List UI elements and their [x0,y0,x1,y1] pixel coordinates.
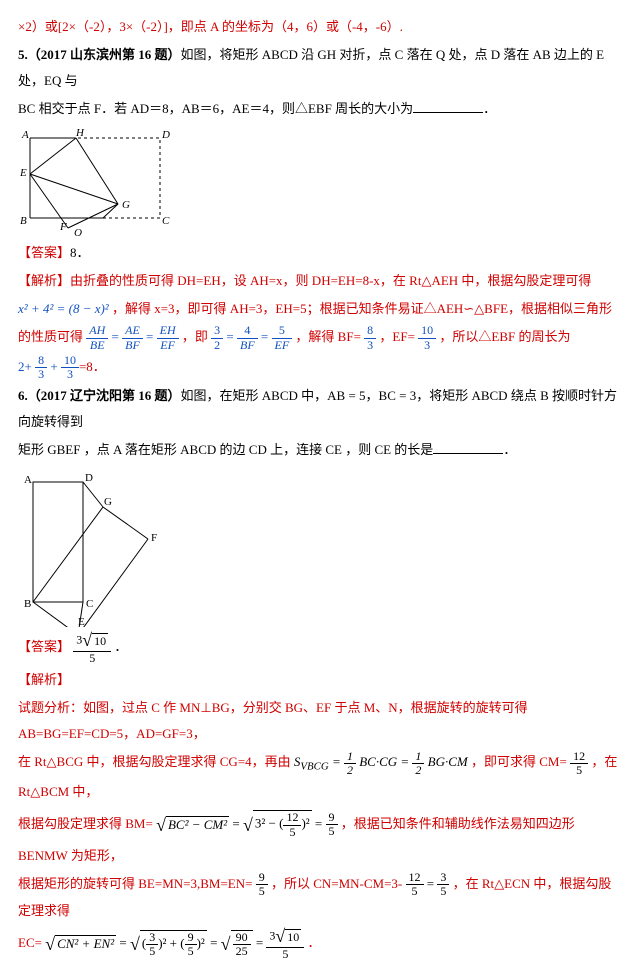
q6-body2: 矩形 GBEF ，点 A 落在矩形 ABCD 的边 CD 上，连接 CE ，则 … [18,442,433,457]
q6-cm: 125 [570,754,588,769]
q5-analysis3: 的性质可得 AHBE = AEBF = EHEF ，即 32 = 4BF = 5… [18,324,622,352]
q6-ana4a: 根据矩形的旋转可得 BE=MN=3,BM=EN= [18,876,252,891]
q6-prefix: 6.（2017 辽宁沈阳第 16 题） [18,388,181,403]
q6-text2: 矩形 GBEF ，点 A 落在矩形 ABCD 的边 CD 上，连接 CE ，则 … [18,437,622,463]
q5-eq1: x² + 4² = (8 − x)² [18,301,109,316]
q6-cn: 125 = 35 [406,876,450,891]
svg-text:G: G [122,199,130,211]
svg-text:C: C [162,215,170,227]
figure-q5: A H D E B F Q G C [18,126,178,236]
q5-text2: BC 相交于点 F．若 AD＝8，AB＝6，AE＝4，则△EBF 周长的大小为 ． [18,96,622,122]
q5-ana3d: ，EF= [379,329,415,344]
svg-text:E: E [78,616,85,627]
q5-bf: 83 [364,329,376,344]
q6-text: 6.（2017 辽宁沈阳第 16 题）如图，在矩形 ABCD 中，AB = 5，… [18,383,622,435]
q5-ana3b: ，即 [182,329,211,344]
q5-analysis2: x² + 4² = (8 − x)² ，解得 x=3，即可得 AH=3，EH=5… [18,296,622,322]
svg-text:Q: Q [74,227,82,236]
q5-ana2a: ，解得 x=3，即可得 AH=3，EH=5；根据已知条件易证△AEH∽△BFE，… [112,301,612,316]
q6-ana2: 在 Rt△BCG 中，根据勾股定理求得 CG=4，再由 SVBCG = 12 B… [18,749,622,804]
prev-line: ×2）或[2×（-2），3×（-2）]，即点 A 的坐标为（4，6）或（-4，-… [18,14,622,40]
svg-text:A: A [24,474,32,486]
q6-ana4: 根据矩形的旋转可得 BE=MN=3,BM=EN= 95 ，所以 CN=MN-CM… [18,871,622,925]
svg-text:D: D [161,129,170,141]
q6-ana3: 根据勾股定理求得 BM= √BC² − CM² = √3² − (125)² =… [18,807,622,869]
q6-95a: 95 [256,876,268,891]
answer-label: 【答案】 [18,245,70,260]
q5-analysis1: 【解析】由折叠的性质可得 DH=EH，设 AH=x，则 DH=EH=8-x，在 … [18,268,622,294]
q6-bm: √BC² − CM² = √3² − (125)² = 95 [156,816,341,831]
q6-ana5: EC= √CN² + EN² = √(35)² + (95)² = √9025 … [18,926,622,962]
q5-body2: BC 相交于点 F．若 AD＝8，AB＝6，AE＝4，则△EBF 周长的大小为 [18,101,413,116]
svg-text:D: D [85,472,93,484]
figure-q6: A D G F B C E E [18,467,168,627]
analysis-label: 【解析】 [18,273,70,288]
q5-ana3e: ，所以△EBF 的周长为 [439,329,570,344]
q6-ana4b: ，所以 CN=MN-CM=3- [271,876,402,891]
svg-text:H: H [75,127,85,139]
q6-ana2a: 在 Rt△BCG 中，根据勾股定理求得 CG=4，再由 [18,754,291,769]
q5-ef: 103 [418,329,436,344]
q5-ana1: 由折叠的性质可得 DH=EH，设 AH=x，则 DH=EH=8-x，在 Rt△A… [70,273,591,288]
q6-answer: 【答案】 3√105 ． [18,631,622,665]
q5-sum: 2+ 83 + 103 [18,359,79,374]
q6-ana5a: EC= [18,935,42,950]
svg-text:G: G [104,496,112,508]
blank [413,99,483,113]
svg-text:E: E [19,167,27,179]
svg-text:F: F [59,221,67,233]
q5-analysis4: 2+ 83 + 103=8． [18,354,622,382]
answer-label2: 【答案】 [18,639,70,654]
svg-text:B: B [24,598,31,610]
blank2 [433,440,503,454]
q6-ana3a: 根据勾股定理求得 BM= [18,816,153,831]
q5-ana3a: 的性质可得 [18,329,83,344]
q6-ana1: 试题分析：如图，过点 C 作 MN⊥BG，分别交 BG、EF 于点 M、N，根据… [18,695,622,747]
q5-ana4: =8． [79,359,106,374]
q5-answer-val: 8． [70,245,90,260]
q5-period: ． [483,101,496,116]
q5-prefix: 5.（2017 山东滨州第 16 题） [18,47,181,62]
q5-answer: 【答案】8． [18,240,622,266]
svg-text:C: C [86,598,93,610]
q6-ec: √CN² + EN² = √(35)² + (95)² = √9025 = 3√… [45,935,307,950]
q6-answer-frac: 3√105 [73,631,111,665]
q6-period: ． [503,442,516,457]
svg-text:F: F [151,532,157,544]
q5-ana3c: ，解得 BF= [295,329,360,344]
q5-text: 5.（2017 山东滨州第 16 题）如图，将矩形 ABCD 沿 GH 对折，点… [18,42,622,94]
q6-ana2b: ，即可求得 CM= [471,754,567,769]
svg-text:B: B [20,215,27,227]
svg-text:A: A [21,129,29,141]
q5-frac-ratio: AHBE = AEBF = EHEF [86,329,182,344]
q6-analysis-label: 【解析】 [18,667,622,693]
q5-frac-num: 32 = 4BF = 5EF [211,329,295,344]
q6-svbcg: SVBCG = 12 BC·CG = 12 BG·CM [294,754,468,769]
